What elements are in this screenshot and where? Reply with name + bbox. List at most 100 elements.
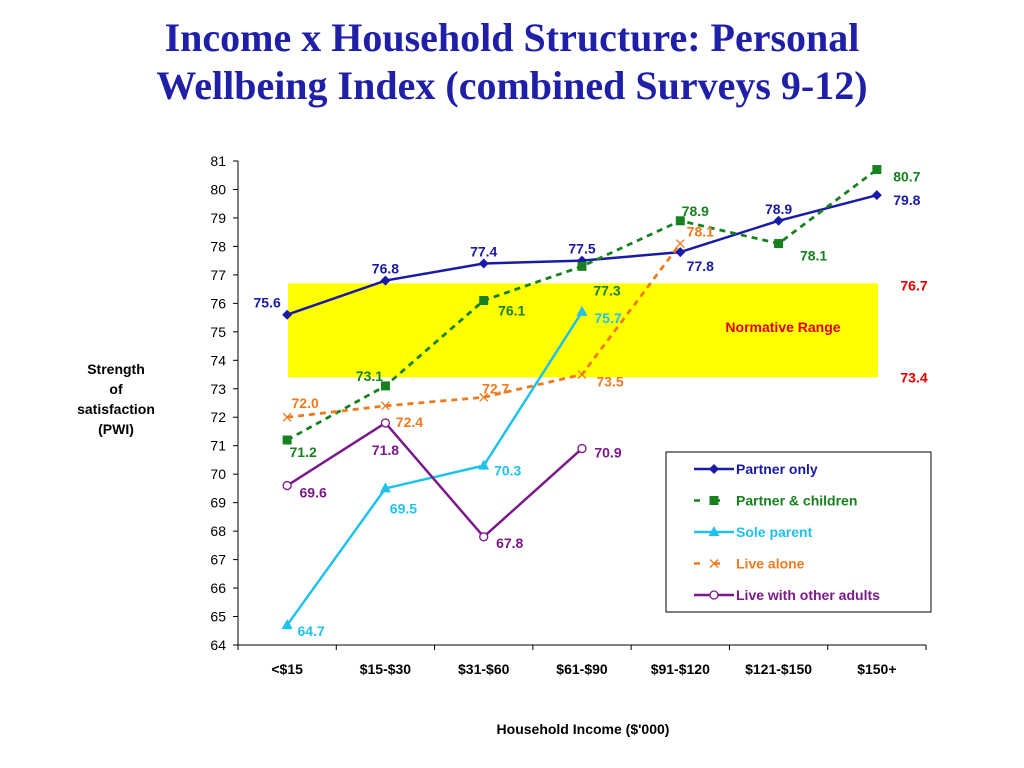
legend-label: Live alone (736, 556, 805, 572)
data-point-circle (709, 590, 719, 600)
data-point-cross (282, 412, 292, 422)
data-point-square (380, 381, 390, 391)
legend-label: Live with other adults (736, 587, 880, 603)
x-tick-label: $15-$30 (360, 661, 412, 677)
data-point-square (872, 165, 882, 175)
data-point-triangle (478, 459, 490, 470)
x-tick-label: $91-$120 (651, 661, 710, 677)
data-point-circle (577, 443, 587, 454)
x-tick-label: $121-$150 (745, 661, 812, 677)
data-point-triangle (281, 619, 293, 630)
data-label: 77.3 (593, 282, 620, 298)
data-point-cross (380, 401, 390, 411)
y-tick-label: 67 (210, 552, 226, 568)
y-tick-label: 79 (210, 210, 226, 226)
x-tick-label: $61-$90 (556, 661, 608, 677)
data-point-triangle (379, 482, 391, 493)
normative-range-label: Normative Range (725, 319, 840, 335)
data-point-cross (709, 559, 719, 568)
data-point-circle (380, 418, 391, 428)
data-point-diamond (282, 309, 293, 320)
cross-stroke (380, 401, 390, 411)
data-label: 78.1 (800, 248, 827, 264)
data-label: 78.9 (765, 201, 792, 217)
data-point-square (577, 261, 587, 271)
data-point-diamond (773, 215, 784, 226)
data-point-cross (577, 370, 587, 379)
y-tick-label: 71 (210, 438, 226, 454)
data-label: 76.8 (372, 261, 399, 277)
data-label: 78.9 (682, 203, 709, 219)
chart-title: Income x Household Structure: Personal W… (0, 14, 1024, 110)
data-point-diamond (675, 247, 686, 258)
chart-title-line-1: Income x Household Structure: Personal (164, 15, 860, 60)
y-tick-label: 70 (210, 466, 226, 482)
data-label: 70.3 (494, 463, 521, 479)
data-label: 79.8 (893, 192, 920, 208)
y-tick-label: 77 (210, 267, 226, 283)
data-point-circle (282, 480, 292, 491)
data-label: 78.1 (687, 224, 714, 240)
legend-label: Partner only (736, 461, 818, 477)
data-label: 71.2 (290, 444, 317, 460)
y-tick-label: 65 (210, 609, 226, 625)
normative-range-low-label: 73.4 (900, 369, 927, 385)
normative-range-band (288, 283, 878, 378)
data-label: 64.7 (298, 623, 325, 639)
y-axis-title-line: (PWI) (98, 421, 134, 437)
data-point-square (675, 216, 685, 226)
data-point-diamond (709, 464, 719, 474)
y-tick-label: 72 (210, 409, 226, 425)
data-point-cross (479, 392, 489, 402)
y-tick-label: 80 (210, 181, 226, 197)
data-point-diamond (380, 275, 391, 286)
data-label: 77.4 (470, 243, 497, 259)
y-tick-label: 75 (210, 324, 226, 340)
y-tick-label: 81 (210, 153, 226, 169)
chart-title-line-2: Wellbeing Index (combined Surveys 9-12) (156, 63, 868, 108)
x-tick-label: $150+ (857, 661, 896, 677)
data-label: 77.8 (687, 258, 714, 274)
data-label: 69.6 (300, 485, 327, 501)
data-label: 73.5 (596, 374, 623, 390)
legend-label: Partner & children (736, 493, 857, 509)
data-point-circle (479, 532, 489, 542)
y-axis-title-line: of (109, 381, 123, 397)
y-tick-label: 68 (210, 523, 226, 539)
data-label: 70.9 (594, 445, 621, 461)
y-tick-label: 64 (210, 637, 226, 653)
data-label: 71.8 (372, 442, 399, 458)
y-tick-label: 73 (210, 381, 226, 397)
y-tick-label: 76 (210, 295, 226, 311)
data-label: 72.0 (292, 395, 319, 411)
y-axis-title-line: Strength (87, 361, 145, 377)
y-tick-label: 66 (210, 580, 226, 596)
cross-stroke (577, 370, 587, 379)
data-label: 72.4 (396, 414, 423, 430)
cross-stroke (479, 392, 489, 402)
data-label: 72.7 (482, 380, 509, 396)
data-label: 80.7 (893, 169, 920, 185)
x-tick-label: $31-$60 (458, 661, 510, 677)
y-axis-title-line: satisfaction (77, 401, 155, 417)
data-point-square (709, 496, 719, 505)
x-axis-title: Household Income ($'000) (497, 721, 670, 737)
data-point-square (479, 296, 489, 306)
legend-label: Sole parent (736, 524, 813, 540)
data-point-cross (675, 239, 685, 249)
y-tick-label: 69 (210, 495, 226, 511)
series-line-3 (286, 242, 682, 419)
data-label: 76.1 (498, 303, 525, 319)
cross-stroke (282, 412, 292, 422)
data-label: 75.6 (254, 295, 281, 311)
x-tick-label: <$15 (271, 661, 303, 677)
y-tick-label: 78 (210, 238, 226, 254)
series-line-2 (286, 311, 584, 626)
data-label: 73.1 (356, 368, 383, 384)
data-label: 77.5 (568, 241, 595, 257)
series-line-4 (286, 421, 583, 539)
data-label: 75.7 (594, 310, 621, 326)
cross-stroke (709, 559, 719, 568)
data-label: 69.5 (390, 500, 417, 516)
